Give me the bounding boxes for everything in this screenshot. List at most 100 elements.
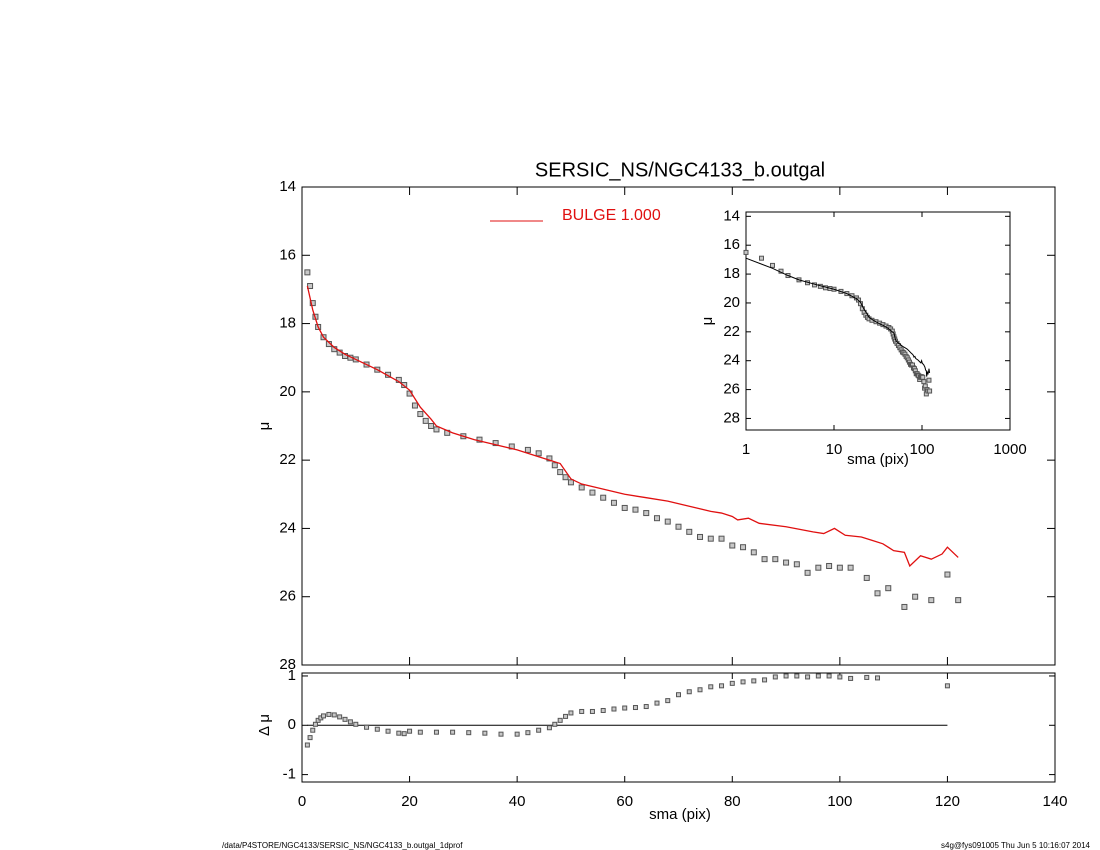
x-tick-label: 0 (298, 793, 306, 810)
data-point (525, 730, 531, 736)
data-point (347, 719, 353, 725)
data-point (665, 698, 671, 704)
data-point (589, 708, 595, 714)
data-point (353, 721, 359, 727)
x-tick-label: 60 (616, 793, 633, 810)
y-tick-label: 26 (723, 381, 740, 398)
data-point (874, 590, 881, 597)
y-tick-label: 1 (288, 667, 296, 684)
plot-frame (745, 211, 1011, 431)
x-axis-label: sma (pix) (649, 806, 711, 823)
data-point (417, 729, 423, 735)
data-point (805, 674, 811, 680)
data-point (546, 455, 553, 462)
data-point (622, 705, 628, 711)
data-point (312, 721, 318, 727)
x-tick-label: 1 (742, 441, 750, 458)
data-point (707, 535, 714, 542)
x-tick-label: 100 (827, 793, 852, 810)
data-point (761, 556, 768, 563)
data-point (600, 707, 606, 713)
data-point (928, 597, 935, 604)
y-tick-label: 16 (723, 236, 740, 253)
data-point (815, 673, 821, 679)
data-point (654, 700, 660, 706)
data-point (793, 561, 800, 568)
data-point (762, 677, 768, 683)
data-point (921, 379, 927, 385)
data-point (326, 711, 332, 717)
data-point (331, 712, 337, 718)
data-point (708, 684, 714, 690)
data-point (927, 388, 933, 394)
data-point (675, 523, 682, 530)
data-point (848, 675, 854, 681)
data-point (920, 374, 926, 380)
data-point (944, 683, 950, 689)
y-tick-label: 28 (279, 656, 296, 673)
data-point (589, 489, 596, 496)
plot-frame (301, 672, 1056, 783)
data-point (783, 673, 789, 679)
data-point (926, 377, 932, 383)
footer-right: s4g@fys091005 Thu Jun 5 10:16:07 2014 (941, 841, 1091, 850)
data-point (310, 727, 316, 733)
data-point (321, 713, 327, 719)
data-point (643, 510, 650, 517)
data-point (557, 717, 563, 723)
chart-title: SERSIC_NS/NGC4133_b.outgal (535, 159, 825, 181)
data-point (514, 731, 520, 737)
legend-label: BULGE 1.000 (562, 207, 661, 224)
data-point (864, 674, 870, 680)
data-point (794, 673, 800, 679)
data-point (309, 300, 316, 307)
data-point (955, 597, 962, 604)
data-point (901, 603, 908, 610)
x-tick-label: 120 (935, 793, 960, 810)
data-point (769, 262, 775, 268)
data-point (411, 402, 418, 409)
data-point (826, 562, 833, 569)
y-tick-label: 24 (723, 352, 740, 369)
y-tick-label: 24 (279, 519, 296, 536)
data-point (552, 721, 558, 727)
data-point (535, 450, 542, 457)
data-point (307, 735, 313, 741)
data-point (718, 535, 725, 542)
y-tick-label: 14 (279, 178, 296, 195)
data-point (466, 730, 472, 736)
data-point (686, 528, 693, 535)
y-tick-label: 28 (723, 409, 740, 426)
data-point (676, 692, 681, 698)
data-point (653, 515, 660, 522)
data-point (772, 556, 779, 563)
x-tick-label: 40 (509, 793, 526, 810)
data-point (743, 249, 749, 255)
data-point (342, 716, 348, 722)
data-point (621, 504, 628, 511)
data-point (450, 729, 456, 735)
data-point (476, 436, 483, 443)
data-point (758, 255, 764, 261)
data-point (304, 269, 311, 276)
data-point (600, 494, 607, 501)
data-point (783, 559, 790, 566)
x-axis-label: sma (pix) (847, 451, 909, 468)
data-point (578, 484, 585, 491)
data-point (482, 730, 488, 736)
x-tick-label: 10 (826, 441, 843, 458)
data-point (632, 705, 638, 711)
data-point (579, 708, 585, 714)
y-axis-label: μ (256, 422, 273, 431)
data-point (433, 426, 440, 433)
data-point (740, 544, 747, 551)
plot-frame (301, 186, 1056, 666)
data-point (364, 724, 370, 730)
y-tick-label: 0 (288, 716, 296, 733)
data-point (912, 593, 919, 600)
data-point (729, 542, 736, 549)
x-tick-label: 1000 (993, 441, 1026, 458)
y-tick-label: 22 (279, 451, 296, 468)
data-point (686, 689, 692, 695)
data-point (407, 728, 413, 734)
